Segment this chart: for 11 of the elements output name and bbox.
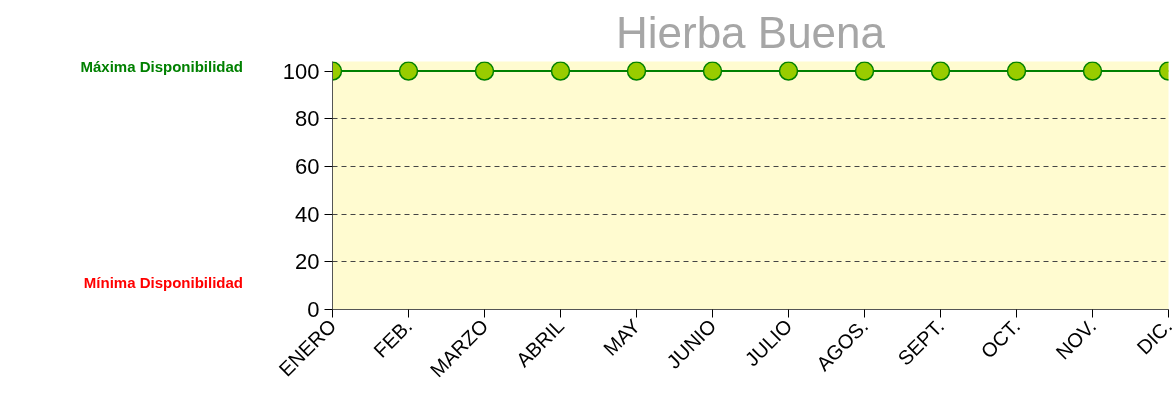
x-tick-label: FEB.: [369, 314, 417, 362]
y-tick-label: 100: [282, 58, 320, 84]
text: Mínima Disponibilidad: [83, 273, 243, 293]
x-tick-label: DIC.: [1132, 314, 1172, 359]
text: Máxima Disponibilidad: [80, 57, 243, 77]
y-tick-label: 40: [295, 201, 320, 227]
y-tick-label: 60: [295, 153, 320, 179]
chart-title: Hierba Buena: [615, 7, 886, 57]
y-tick-label: 80: [295, 106, 320, 132]
y-tick-label: 20: [295, 249, 320, 275]
y-tick-label: 0: [307, 297, 320, 322]
